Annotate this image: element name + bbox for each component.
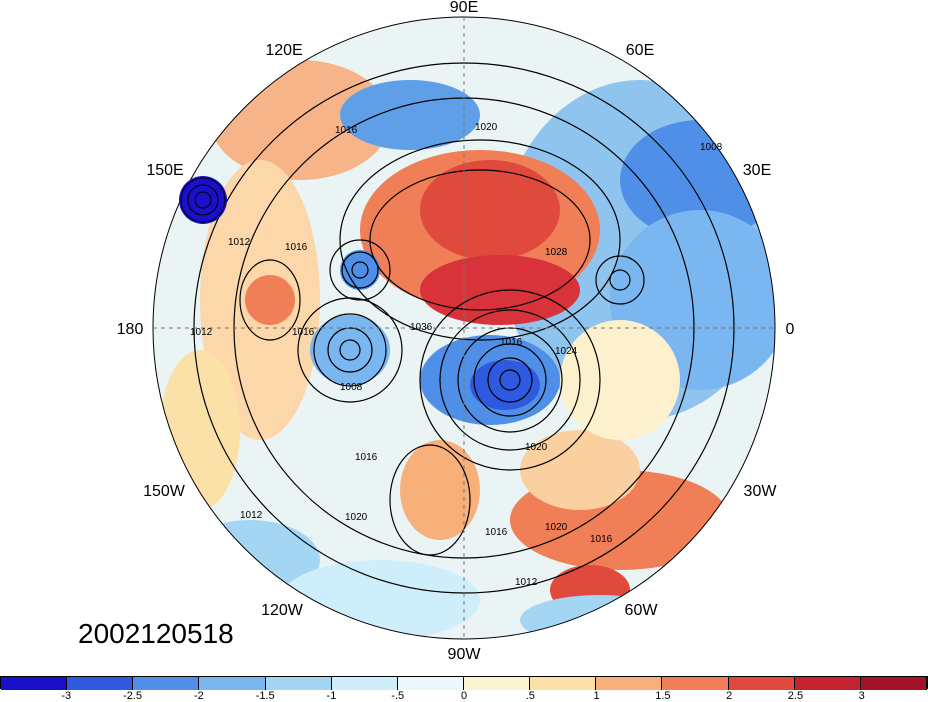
- lon-label-30e: 30E: [743, 162, 771, 179]
- color-bar-tick-label: -2.5: [123, 690, 143, 702]
- color-bar-swatch: [662, 677, 729, 690]
- color-bar-tick-label: -1.5: [255, 690, 275, 702]
- color-bar-tick-label: .5: [525, 690, 535, 702]
- timestamp-label: 2002120518: [78, 618, 234, 649]
- anomaly-shading: [153, 17, 775, 639]
- color-bar-tick-label: 1: [593, 690, 600, 702]
- contour-label: 1016: [590, 534, 613, 545]
- contour-label: 1020: [475, 122, 498, 133]
- contour-label: 1008: [700, 142, 723, 153]
- color-bar-swatch: [133, 677, 200, 690]
- contour-label: 1016: [485, 527, 508, 538]
- lon-label-0: 0: [786, 321, 795, 338]
- color-bar-swatch: [728, 677, 795, 690]
- color-bar-swatch: [463, 677, 531, 690]
- contour-label: 1036: [410, 322, 433, 333]
- polar-map: 90E 60E 30E 0 30W 60W 90W 120W 150W 180 …: [117, 0, 795, 663]
- contour-label: 1012: [515, 577, 538, 588]
- contour-label: 1028: [545, 247, 568, 258]
- lon-label-90e: 90E: [450, 0, 478, 16]
- color-bar-swatch: [1, 677, 68, 690]
- contour-label: 1016: [292, 327, 315, 338]
- color-bar-tick-label: -1: [326, 690, 337, 702]
- color-bar-tick-label: 2: [726, 690, 733, 702]
- color-bar-tick-label: -.5: [391, 690, 405, 702]
- color-bar-tick-label: 1.5: [655, 690, 671, 702]
- lon-label-120w: 120W: [261, 602, 304, 619]
- color-bar-tick-label: 2.5: [787, 690, 804, 702]
- lon-label-150w: 150W: [143, 483, 186, 500]
- contour-label: 1012: [228, 237, 251, 248]
- lon-label-180: 180: [117, 321, 144, 338]
- color-bar-swatch: [596, 677, 663, 690]
- lon-label-150e: 150E: [146, 162, 183, 179]
- contour-labels: 1016 1020 1008 1012 1016 1028 1036 1016 …: [190, 122, 723, 588]
- color-bar-swatch: [67, 677, 134, 690]
- color-bar-swatch: [860, 677, 927, 690]
- color-bar-swatch: [265, 677, 332, 690]
- color-bar-swatch: [199, 677, 266, 690]
- color-bar: [0, 676, 928, 690]
- color-bar-swatch: [331, 677, 398, 690]
- color-bar-tick-label: 0: [460, 690, 468, 702]
- lon-label-120e: 120E: [265, 42, 302, 59]
- contour-label: 1020: [345, 512, 368, 523]
- lon-label-30w: 30W: [744, 483, 778, 500]
- color-bar-tick-label: -3: [61, 690, 72, 702]
- lon-label-60e: 60E: [626, 42, 654, 59]
- color-bar-swatch: [794, 677, 861, 690]
- contour-label: 1016: [500, 337, 523, 348]
- contour-label: 1012: [190, 327, 213, 338]
- lon-label-60w: 60W: [625, 602, 659, 619]
- contour-label: 1020: [545, 522, 568, 533]
- contour-label: 1012: [240, 510, 263, 521]
- color-bar-tick-label: -2: [193, 690, 204, 702]
- color-bar-ticks: -3 -2.5 -2 -1.5 -1 -.5 0 .5 1 1.5 2 2.5 3: [0, 690, 928, 702]
- contour-label: 1016: [285, 242, 308, 253]
- cyclone-150e: [179, 176, 227, 224]
- lon-label-90w: 90W: [448, 646, 482, 663]
- color-bar-swatch: [397, 677, 464, 690]
- contour-label: 1016: [335, 125, 358, 136]
- contour-label: 1016: [355, 452, 378, 463]
- contour-label: 1024: [555, 346, 578, 357]
- contour-label: 1020: [525, 442, 548, 453]
- contour-label: 1008: [340, 382, 363, 393]
- color-bar-swatch: [530, 677, 597, 690]
- color-bar-tick-label: 3: [858, 690, 865, 702]
